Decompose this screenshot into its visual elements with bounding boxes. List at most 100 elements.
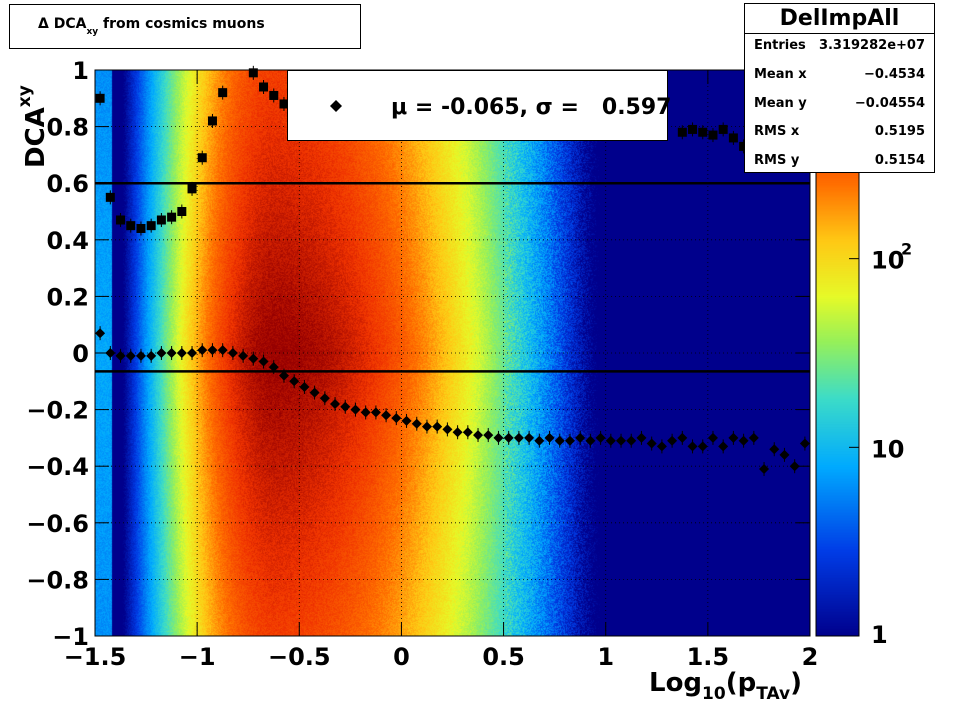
mean-point (135, 350, 146, 361)
rms-point (207, 116, 217, 126)
mean-point (697, 441, 708, 452)
plot-title: Δ DCAxy from cosmics muons (38, 16, 265, 37)
mean-point (432, 421, 443, 432)
x-axis-ticks: −1.5 −1 −0.5 0 0.5 1 1.5 2 (64, 70, 819, 671)
colorbar-tick-label: 10 (871, 435, 904, 463)
rms-point (177, 207, 187, 216)
x-tick-label: 0.5 (482, 643, 525, 671)
rms-point (197, 153, 207, 163)
mean-point (176, 348, 187, 358)
y-tick-label: −0.8 (26, 566, 89, 594)
mean-point (238, 350, 249, 361)
mean-point (95, 328, 106, 339)
legend-box: μ = -0.065, σ = 0.597 (287, 70, 671, 141)
mean-point (125, 350, 136, 361)
mean-point (330, 398, 341, 409)
plot-title-box: Δ DCAxy from cosmics muons (9, 4, 361, 49)
y-tick-label: 0.2 (46, 283, 89, 311)
colorbar-tick-label: 10 (871, 247, 904, 275)
rms-point (259, 82, 269, 92)
mean-point (217, 345, 228, 356)
mean-point (187, 348, 198, 358)
mean-point (360, 407, 371, 418)
mean-point (381, 410, 392, 421)
mean-point (707, 432, 718, 443)
stats-key: Entries (754, 38, 806, 53)
mean-point (769, 444, 780, 455)
x-title-sub2: TAv (756, 684, 791, 704)
mean-point (503, 432, 514, 443)
y-tick-label: −1 (52, 623, 89, 651)
y-title-main: DCA (21, 107, 51, 168)
mean-point (626, 435, 637, 446)
x-tick-label: 1 (597, 643, 614, 671)
mean-point (156, 348, 167, 358)
mean-point (799, 438, 810, 449)
rms-point (698, 127, 708, 137)
mean-point (554, 435, 565, 446)
mean-point (105, 348, 116, 358)
rms-point (728, 133, 738, 143)
stats-key: Mean y (754, 96, 807, 111)
y-tick-label: 0 (72, 340, 89, 368)
mean-point (452, 427, 463, 438)
x-tick-label: −1 (179, 643, 216, 671)
mean-point (462, 427, 473, 438)
mean-point (748, 432, 759, 443)
rms-point (677, 127, 687, 137)
mean-point (299, 381, 310, 392)
x-tick-label: 2 (802, 643, 819, 671)
y-tick-label: −0.2 (26, 397, 89, 425)
x-tick-label: −1.5 (64, 643, 127, 671)
rms-point (167, 212, 177, 222)
mean-point (258, 356, 269, 367)
rms-point (116, 215, 126, 225)
x-title-main: Log (649, 668, 703, 698)
mean-point (268, 362, 279, 373)
rms-point (248, 68, 258, 78)
stats-value: 3.319282e+07 (818, 38, 925, 53)
mean-point (616, 435, 627, 446)
stats-key: RMS y (754, 153, 800, 168)
stats-row: RMS x 0.5195 (754, 124, 925, 144)
title-post: from cosmics muons (98, 16, 265, 32)
title-pre: Δ DCA (38, 16, 87, 32)
rms-point (718, 124, 728, 134)
mean-point (636, 432, 647, 443)
y-tick-label: 1 (72, 57, 89, 85)
mean-point (493, 432, 504, 443)
mean-point (564, 435, 575, 446)
stats-value: 0.5154 (874, 153, 925, 168)
mean-point (319, 393, 330, 404)
rms-point (187, 184, 197, 194)
mean-point (197, 345, 208, 356)
rms-point (739, 141, 749, 151)
mean-point (718, 441, 729, 452)
mean-point (227, 348, 238, 358)
stats-row: Entries 3.319282e+07 (754, 38, 925, 58)
colorbar-tick-exponent: 2 (901, 240, 912, 259)
y-axis-ticks: −1 −0.8 −0.6 −0.4 −0.2 0 0.2 0.4 0.6 0.8 1 (26, 57, 810, 651)
mean-point (146, 350, 157, 361)
title-sub: xy (86, 27, 99, 37)
rms-point (136, 223, 146, 233)
mean-point (442, 424, 453, 435)
mean-point (411, 418, 422, 429)
mean-point (115, 350, 126, 361)
mean-point (207, 345, 218, 356)
x-axis-title: Log10(pTAv) (649, 668, 802, 704)
mean-point (646, 438, 657, 449)
mean-point (309, 387, 320, 398)
mean-point (738, 435, 749, 446)
mean-point (759, 464, 770, 475)
stats-box: DelImpAll Entries 3.319282e+07 Mean x −0.4… (744, 3, 935, 173)
mean-point (391, 413, 402, 424)
x-title-mid: (p (725, 668, 757, 698)
stats-row: Mean y −0.04554 (754, 96, 925, 116)
stats-value: −0.4534 (863, 67, 925, 82)
mean-point (248, 353, 259, 364)
rms-point (688, 124, 698, 134)
reference-lines (95, 181, 810, 373)
mean-point (728, 432, 739, 443)
